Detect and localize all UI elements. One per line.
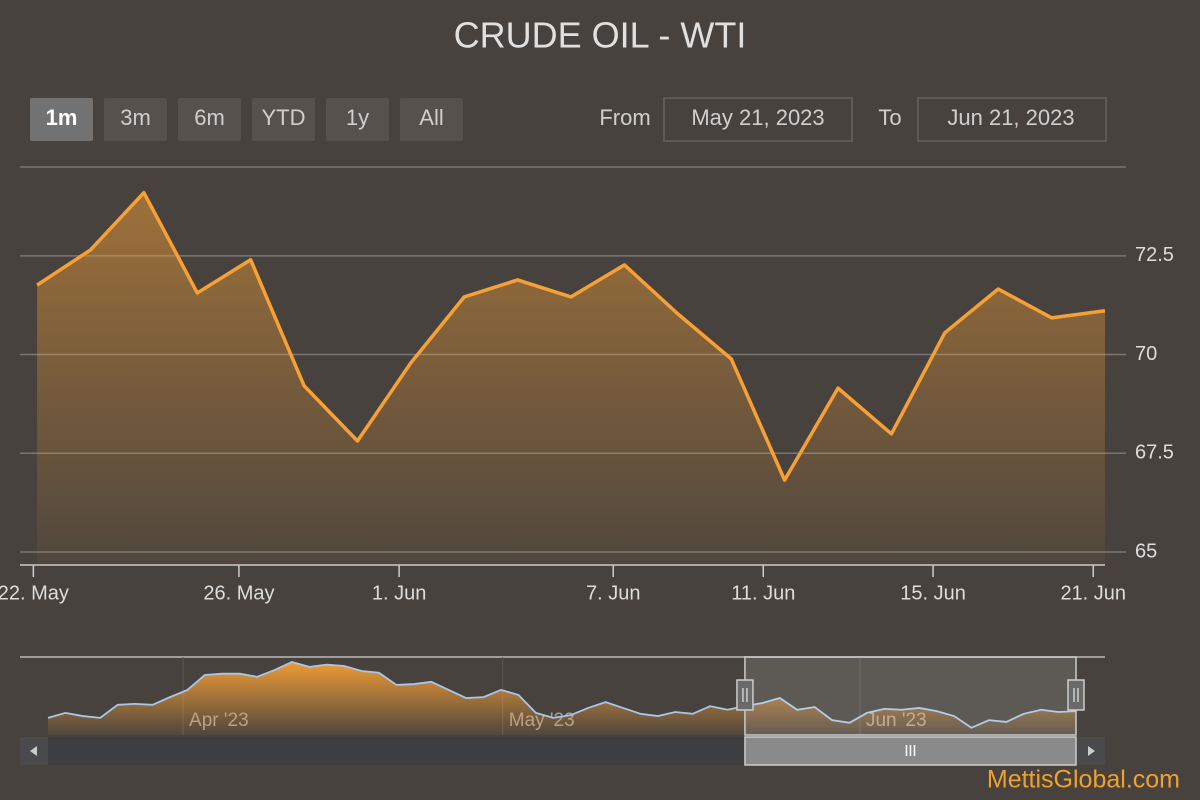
range-button-label: YTD (262, 105, 306, 130)
to-label: To (878, 105, 901, 130)
navigator-handle[interactable] (736, 679, 754, 711)
y-tick-label: 72.5 (1135, 244, 1174, 266)
navigator-window (744, 656, 1077, 736)
arrow-right (1088, 746, 1095, 756)
line (36, 190, 1106, 482)
navigator-line (47, 661, 1077, 729)
range-button[interactable] (326, 98, 389, 141)
x-tick-label: 21. Jun (1060, 582, 1126, 604)
range-button[interactable] (178, 98, 241, 141)
chart-title: CRUDE OIL - WTI (454, 15, 747, 56)
navigator-area (48, 661, 1076, 735)
range-button[interactable] (400, 98, 463, 141)
from-label: From (599, 105, 650, 130)
from-input[interactable] (663, 97, 853, 142)
x-tick-label: 11. Jun (731, 582, 795, 604)
range-button[interactable] (104, 98, 167, 141)
x-tick-label: 22. May (0, 582, 69, 604)
x-tick-label: 15. Jun (900, 582, 966, 604)
range-button-label: 1y (346, 105, 369, 130)
watermark: MettisGlobal.com (987, 766, 1180, 794)
arrow-left (30, 746, 37, 756)
from-value: May 21, 2023 (691, 105, 824, 130)
range-button-label: 6m (194, 105, 225, 130)
range-button-label: 3m (120, 105, 151, 130)
y-tick-label: 67.5 (1135, 442, 1174, 464)
y-tick-label: 65 (1135, 540, 1157, 562)
y-tick-label: 70 (1135, 343, 1157, 365)
x-tick-label: 7. Jun (586, 582, 640, 604)
range-button[interactable] (30, 98, 93, 141)
x-tick-label: 26. May (203, 582, 274, 604)
navigator-handle[interactable] (1067, 679, 1085, 711)
to-value: Jun 21, 2023 (947, 105, 1074, 130)
x-tick-label: 1. Jun (372, 582, 426, 604)
range-button-label: All (419, 105, 443, 130)
to-input[interactable] (917, 97, 1107, 142)
area (37, 192, 1105, 566)
range-button[interactable] (252, 98, 315, 141)
range-button-label: 1m (46, 105, 78, 130)
